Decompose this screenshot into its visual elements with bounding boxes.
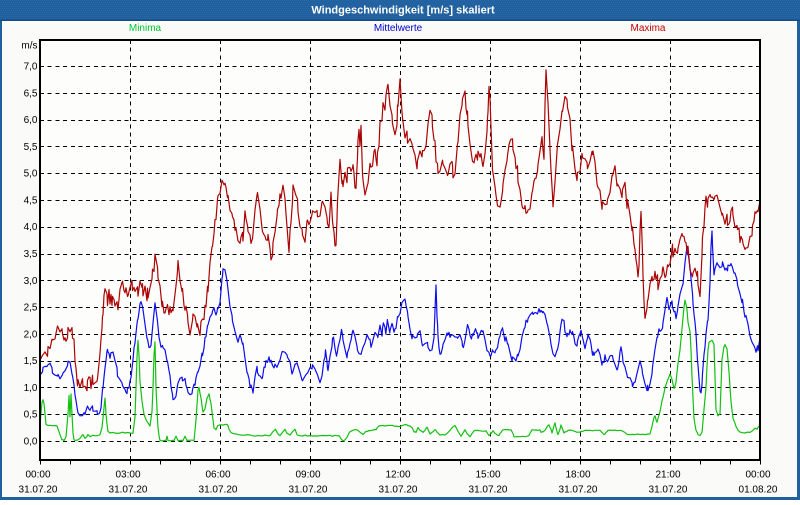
svg-text:15:00: 15:00 [475, 470, 500, 481]
svg-text:1,0: 1,0 [24, 383, 38, 394]
svg-text:1,5: 1,5 [24, 356, 38, 367]
svg-text:6,5: 6,5 [24, 88, 38, 99]
svg-text:31.07.20: 31.07.20 [19, 484, 58, 495]
svg-text:6,0: 6,0 [24, 115, 38, 126]
svg-text:00:00: 00:00 [745, 470, 770, 481]
svg-text:2,5: 2,5 [24, 303, 38, 314]
svg-text:m/s: m/s [21, 40, 37, 51]
svg-text:Maxima: Maxima [630, 23, 665, 34]
svg-text:12:00: 12:00 [385, 470, 410, 481]
svg-text:03:00: 03:00 [115, 470, 140, 481]
svg-text:Mittelwerte: Mittelwerte [374, 23, 423, 34]
svg-text:06:00: 06:00 [205, 470, 230, 481]
svg-text:31.07.20: 31.07.20 [289, 484, 328, 495]
svg-text:5,0: 5,0 [24, 169, 38, 180]
svg-text:21:00: 21:00 [655, 470, 680, 481]
svg-text:01.08.20: 01.08.20 [739, 484, 778, 495]
svg-text:5,5: 5,5 [24, 142, 38, 153]
svg-text:31.07.20: 31.07.20 [469, 484, 508, 495]
svg-text:4,0: 4,0 [24, 222, 38, 233]
svg-text:31.07.20: 31.07.20 [649, 484, 688, 495]
svg-text:18:00: 18:00 [565, 470, 590, 481]
svg-text:0,0: 0,0 [24, 437, 38, 448]
svg-text:7,0: 7,0 [24, 62, 38, 73]
svg-text:31.07.20: 31.07.20 [199, 484, 238, 495]
svg-text:4,5: 4,5 [24, 195, 38, 206]
svg-text:Minima: Minima [129, 23, 162, 34]
svg-text:31.07.20: 31.07.20 [379, 484, 418, 495]
svg-text:0,5: 0,5 [24, 410, 38, 421]
svg-text:3,5: 3,5 [24, 249, 38, 260]
svg-text:31.07.20: 31.07.20 [109, 484, 148, 495]
svg-text:2,0: 2,0 [24, 329, 38, 340]
svg-text:3,0: 3,0 [24, 276, 38, 287]
svg-text:00:00: 00:00 [25, 470, 50, 481]
svg-text:09:00: 09:00 [295, 470, 320, 481]
svg-text:31.07.20: 31.07.20 [559, 484, 598, 495]
svg-text:Windgeschwindigkeit [m/s] skal: Windgeschwindigkeit [m/s] skaliert [311, 5, 495, 17]
